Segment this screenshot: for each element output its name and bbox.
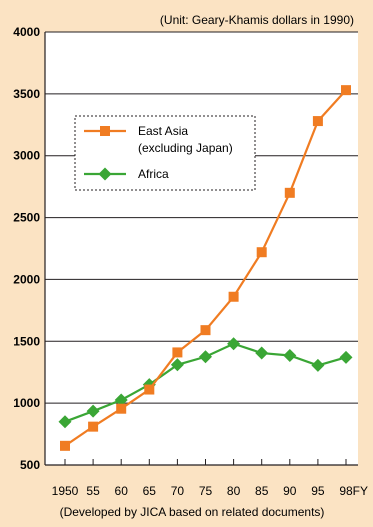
- data-point-diamond: [283, 349, 297, 363]
- y-axis-ticks: 500 1000 1500 2000 2500 3000 3500 4000: [13, 25, 40, 472]
- data-point-square: [172, 347, 183, 358]
- data-point-square: [116, 403, 127, 414]
- source-note: (Developed by JICA based on related docu…: [60, 505, 325, 519]
- data-point-diamond: [114, 393, 128, 407]
- data-point-square: [284, 187, 295, 198]
- unit-note: (Unit: Geary-Khamis dollars in 1990): [160, 13, 354, 27]
- data-point-diamond: [199, 350, 212, 364]
- y-tick-label: 1000: [13, 396, 40, 410]
- x-tick-label: 80: [227, 484, 241, 498]
- data-point-square: [144, 384, 155, 395]
- data-point-square: [312, 116, 323, 127]
- y-tick-label: 3000: [13, 149, 40, 163]
- x-tick-label: 1950: [52, 484, 79, 498]
- y-tick-label: 4000: [13, 25, 40, 39]
- data-point-diamond: [170, 358, 184, 372]
- y-tick-label: 500: [20, 458, 40, 472]
- series-layer: [58, 85, 353, 451]
- x-tick-label: 95: [311, 484, 325, 498]
- plot-area: [45, 32, 358, 465]
- data-point-diamond: [58, 415, 72, 429]
- data-point-diamond: [86, 404, 100, 418]
- data-point-square: [228, 291, 239, 302]
- x-axis-unit-label: FY: [353, 484, 368, 498]
- y-tick-label: 2000: [13, 272, 40, 286]
- legend-label: Africa: [138, 167, 169, 181]
- data-point-square: [60, 440, 70, 451]
- series-square: [60, 85, 351, 451]
- data-point-diamond: [255, 346, 269, 360]
- legend: East Asia (excluding Japan) Africa: [74, 115, 256, 191]
- x-axis-ticks: 1950 55 60 65 70 75 80 85 90 95 98: [52, 459, 353, 498]
- data-point-diamond: [98, 167, 112, 181]
- x-tick-label: 65: [143, 484, 157, 498]
- data-point-square: [88, 421, 99, 432]
- y-tick-label: 1500: [13, 334, 40, 348]
- y-tick-label: 3500: [13, 87, 40, 101]
- data-point-square: [341, 85, 351, 96]
- legend-label: East Asia: [138, 124, 188, 138]
- x-tick-label: 75: [199, 484, 213, 498]
- x-tick-label: 60: [115, 484, 129, 498]
- data-point-square: [200, 325, 211, 336]
- x-tick-label: 98: [339, 484, 353, 498]
- data-point-diamond: [311, 358, 325, 372]
- data-point-square: [256, 247, 267, 258]
- x-tick-label: 55: [86, 484, 100, 498]
- axes: [44, 32, 358, 466]
- data-point-diamond: [227, 337, 241, 351]
- y-tick-label: 2500: [13, 211, 40, 225]
- series-diamond: [58, 337, 353, 429]
- data-point-square: [100, 126, 110, 136]
- data-point-diamond: [339, 350, 353, 364]
- legend-label: (excluding Japan): [138, 141, 233, 155]
- x-tick-label: 70: [171, 484, 185, 498]
- x-tick-label: 90: [283, 484, 297, 498]
- x-tick-label: 85: [255, 484, 269, 498]
